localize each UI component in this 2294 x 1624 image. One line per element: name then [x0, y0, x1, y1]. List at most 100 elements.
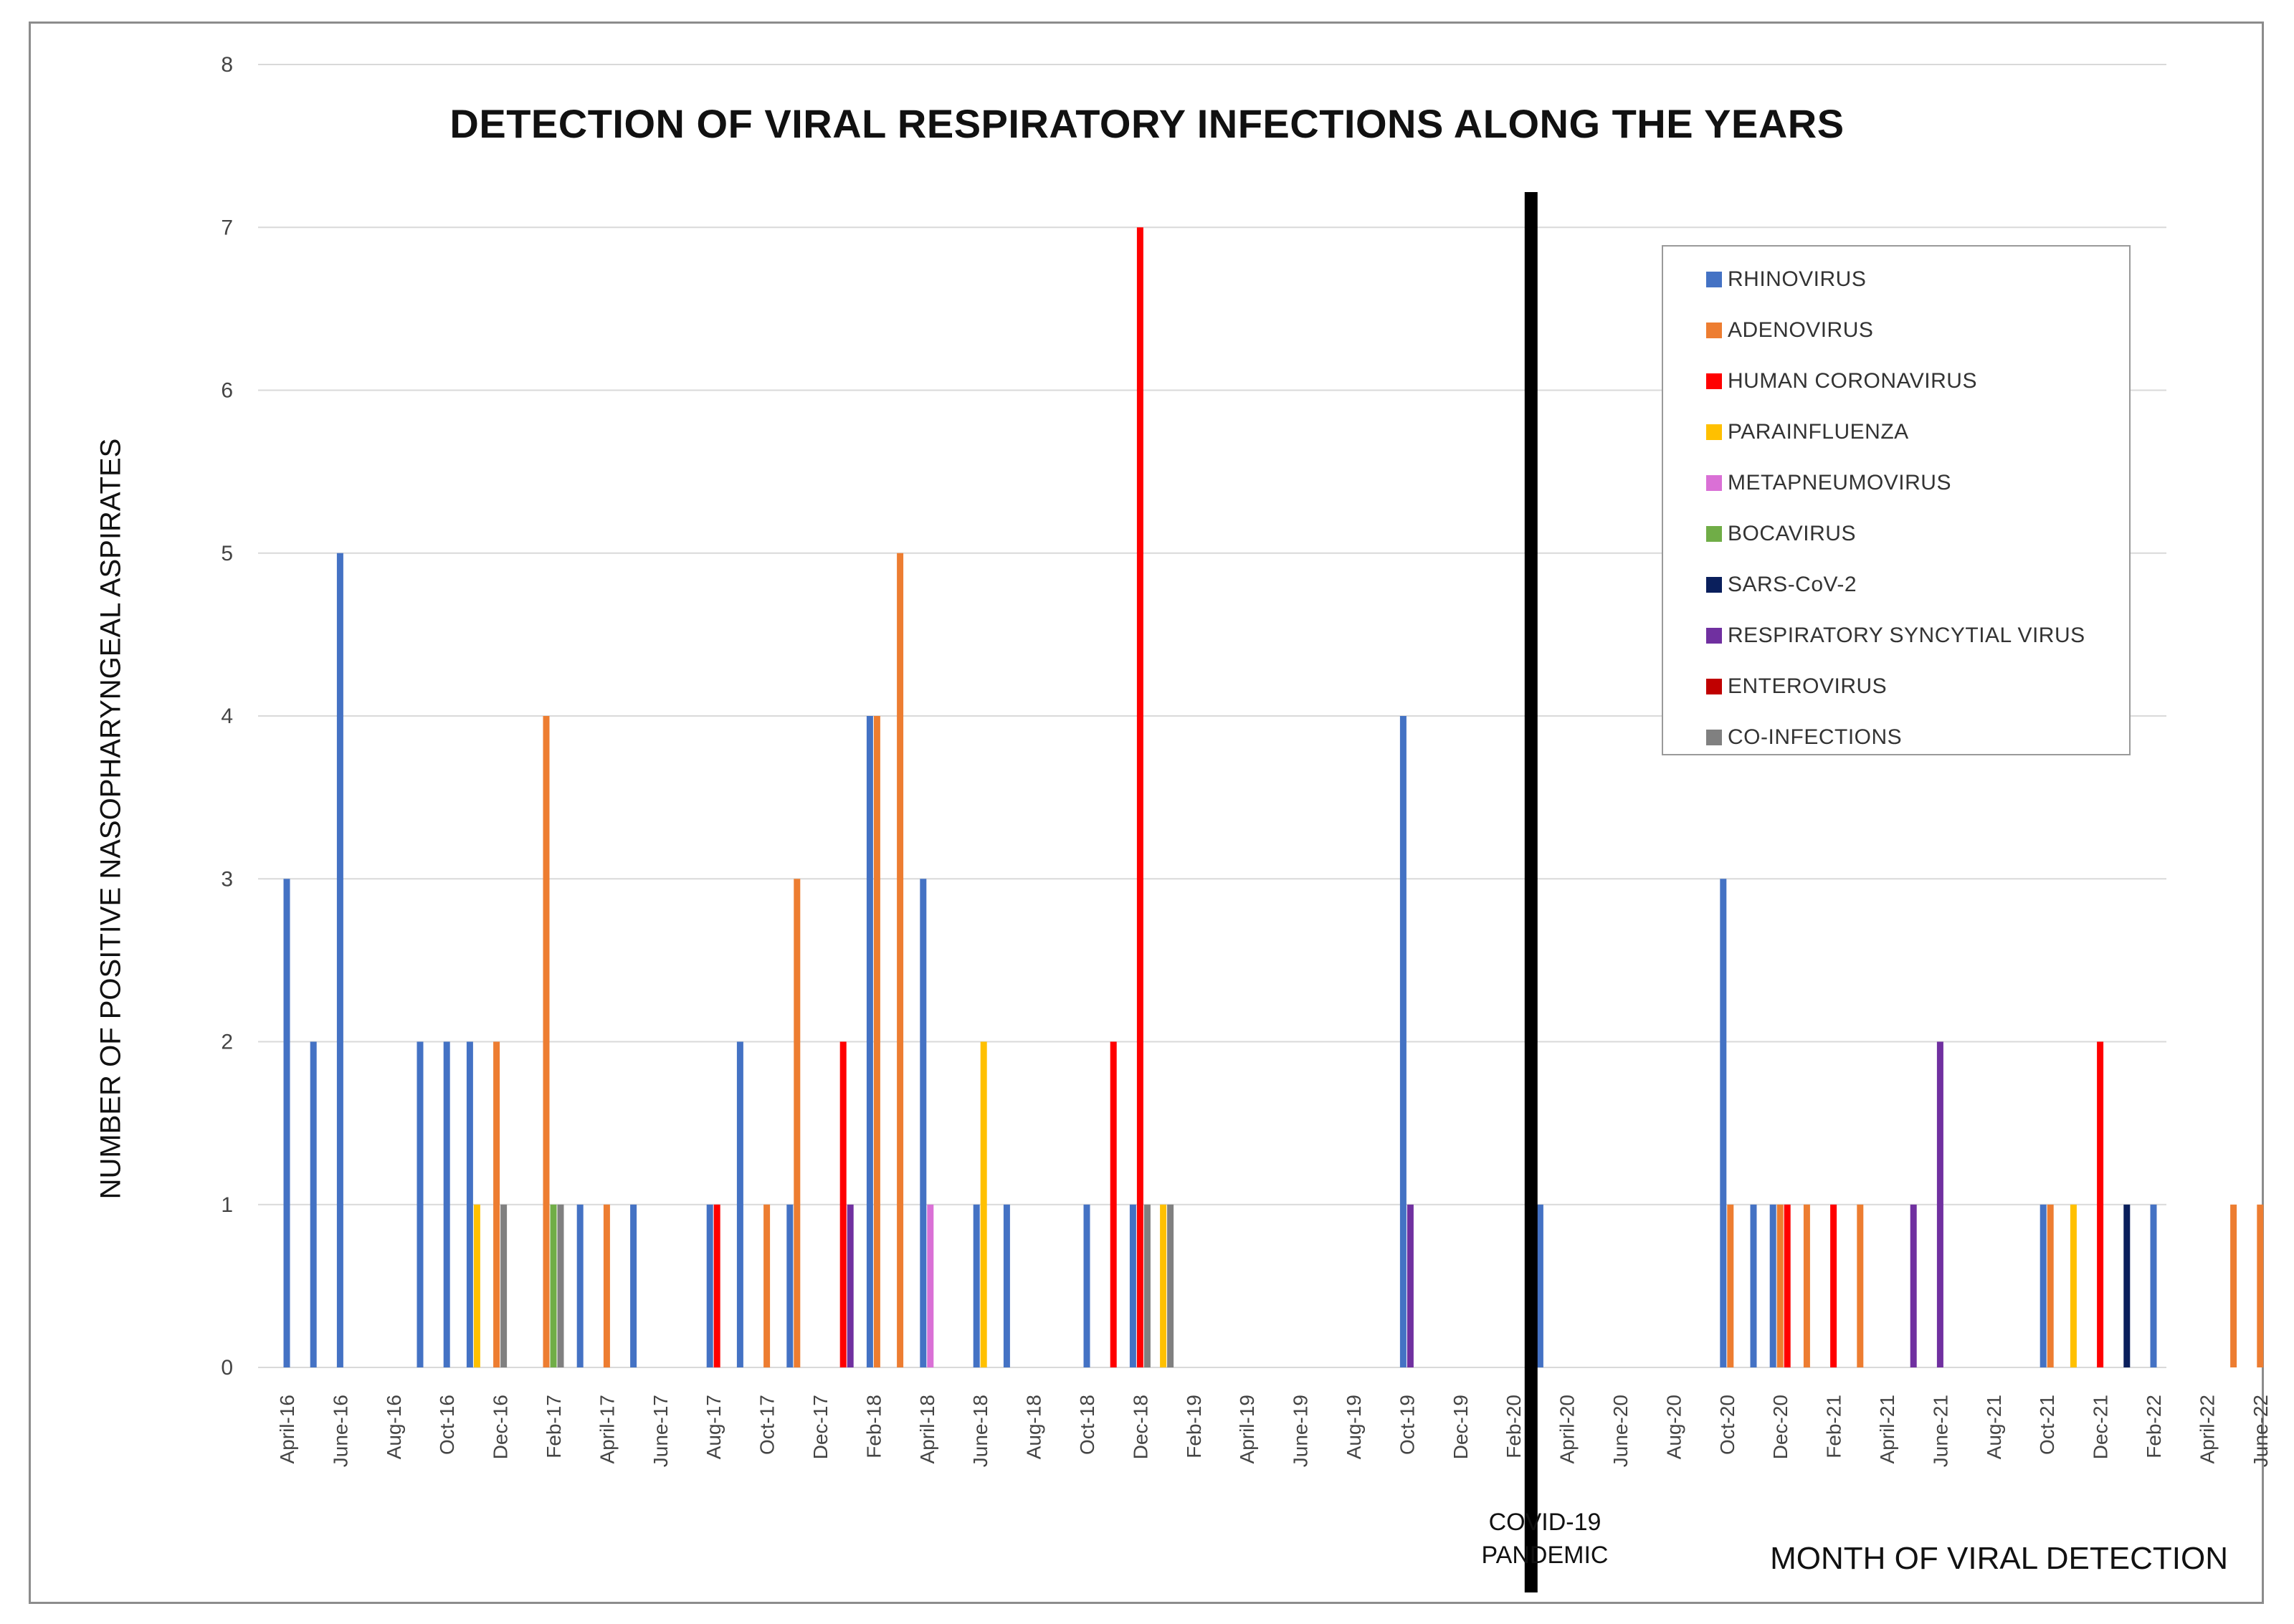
bar: [1936, 1041, 1943, 1367]
legend-label: ADENOVIRUS: [1728, 317, 1874, 342]
x-tick-label: Dec-16: [490, 1395, 512, 1459]
bar: [1136, 227, 1143, 1367]
bar: [2123, 1204, 2131, 1367]
pandemic-annotation: COVID-19 PANDEMIC: [1462, 1506, 1627, 1572]
x-tick-label: April-17: [596, 1395, 618, 1463]
bar: [1399, 716, 1407, 1367]
bar: [2070, 1204, 2077, 1367]
bar: [557, 1204, 564, 1367]
bar: [786, 1204, 794, 1367]
x-tick-label: Aug-18: [1023, 1395, 1045, 1459]
x-axis-label: MONTH OF VIRAL DETECTION: [1770, 1541, 2228, 1576]
x-tick-label: Dec-20: [1769, 1395, 1791, 1459]
x-tick-label: June-22: [2250, 1395, 2272, 1467]
legend-label: ENTEROVIRUS: [1728, 674, 1888, 698]
bar: [493, 1041, 500, 1367]
y-tick-label: 2: [221, 1031, 233, 1054]
bar: [847, 1204, 854, 1367]
bar: [839, 1041, 847, 1367]
bar: [1750, 1204, 1757, 1367]
legend-item: BOCAVIRUS: [1706, 508, 2129, 559]
legend-item: METAPNEUMOVIRUS: [1706, 457, 2129, 508]
x-tick-label: April-19: [1236, 1395, 1258, 1463]
x-tick-label: June-18: [969, 1395, 991, 1467]
y-tick-label: 5: [221, 542, 233, 565]
bar: [473, 1204, 480, 1367]
bar: [336, 553, 343, 1367]
bar: [1407, 1204, 1414, 1367]
x-tick-label: Aug-16: [383, 1395, 405, 1459]
bar: [417, 1041, 424, 1367]
bar: [1160, 1204, 1167, 1367]
x-tick-label: June-16: [329, 1395, 351, 1467]
legend-label: CO-INFECTIONS: [1728, 725, 1903, 749]
bar: [283, 879, 290, 1367]
bar: [736, 1041, 743, 1367]
bar: [2040, 1204, 2047, 1367]
bar: [310, 1041, 317, 1367]
x-tick-label: Oct-21: [2036, 1395, 2058, 1455]
bar: [1776, 1204, 1784, 1367]
legend-item: CO-INFECTIONS: [1706, 712, 2129, 763]
x-tick-label: June-19: [1290, 1395, 1312, 1467]
bar: [630, 1204, 637, 1367]
y-tick-label: 0: [221, 1356, 233, 1380]
bar: [443, 1041, 450, 1367]
bar: [550, 1204, 557, 1367]
bar: [1003, 1204, 1010, 1367]
x-tick-label: Aug-17: [703, 1395, 725, 1459]
legend-label: RHINOVIRUS: [1728, 267, 1867, 291]
chart-title: DETECTION OF VIRAL RESPIRATORY INFECTION…: [449, 101, 1845, 146]
bar: [706, 1204, 713, 1367]
x-tick-label: April-18: [916, 1395, 938, 1463]
bar: [466, 1041, 473, 1367]
x-tick-label: April-20: [1556, 1395, 1579, 1463]
x-tick-label: Dec-21: [2090, 1395, 2112, 1459]
legend-label: HUMAN CORONAVIRUS: [1728, 368, 1977, 393]
legend-item: RESPIRATORY SYNCYTIAL VIRUS: [1706, 610, 2129, 661]
legend-label: SARS-CoV-2: [1728, 572, 1857, 596]
legend-label: PARAINFLUENZA: [1728, 419, 1909, 444]
x-tick-label: Feb-22: [2143, 1395, 2165, 1458]
x-tick-label: Aug-19: [1343, 1395, 1365, 1459]
x-tick-label: June-21: [1929, 1395, 1951, 1467]
bar: [794, 879, 801, 1367]
x-tick-label: April-22: [2196, 1395, 2218, 1463]
bar: [763, 1204, 771, 1367]
bar: [1803, 1204, 1810, 1367]
legend-swatch: [1706, 576, 1722, 593]
legend-item: SARS-CoV-2: [1706, 559, 2129, 610]
y-tick-label: 4: [221, 704, 233, 728]
y-tick-label: 7: [221, 216, 233, 239]
x-tick-label: Oct-18: [1076, 1395, 1098, 1455]
bar: [2047, 1204, 2054, 1367]
legend-swatch: [1706, 271, 1722, 287]
bar: [1857, 1204, 1864, 1367]
y-tick-label: 6: [221, 379, 233, 403]
bar: [1129, 1204, 1136, 1367]
y-tick-label: 3: [221, 867, 233, 891]
legend-swatch: [1706, 373, 1722, 389]
x-tick-label: June-20: [1609, 1395, 1632, 1467]
y-tick-label: 1: [221, 1193, 233, 1217]
bar: [873, 716, 880, 1367]
legend-swatch: [1706, 525, 1722, 542]
legend-item: PARAINFLUENZA: [1706, 406, 2129, 457]
bar: [980, 1041, 987, 1367]
x-tick-label: June-17: [649, 1395, 672, 1467]
x-tick-label: Dec-17: [809, 1395, 832, 1459]
legend-item: HUMAN CORONAVIRUS: [1706, 355, 2129, 406]
bar: [1536, 1204, 1543, 1367]
x-tick-label: Dec-19: [1450, 1395, 1472, 1459]
legend-swatch: [1706, 627, 1722, 644]
legend: RHINOVIRUS ADENOVIRUS HUMAN CORONAVIRUS …: [1662, 245, 2131, 755]
pandemic-annotation-line1: COVID-19: [1488, 1509, 1601, 1536]
bar: [920, 879, 927, 1367]
bar: [1167, 1204, 1174, 1367]
bar: [927, 1204, 934, 1367]
bar: [1910, 1204, 1917, 1367]
legend-item: RHINOVIRUS: [1706, 254, 2129, 305]
bar: [543, 716, 550, 1367]
bar: [1769, 1204, 1776, 1367]
